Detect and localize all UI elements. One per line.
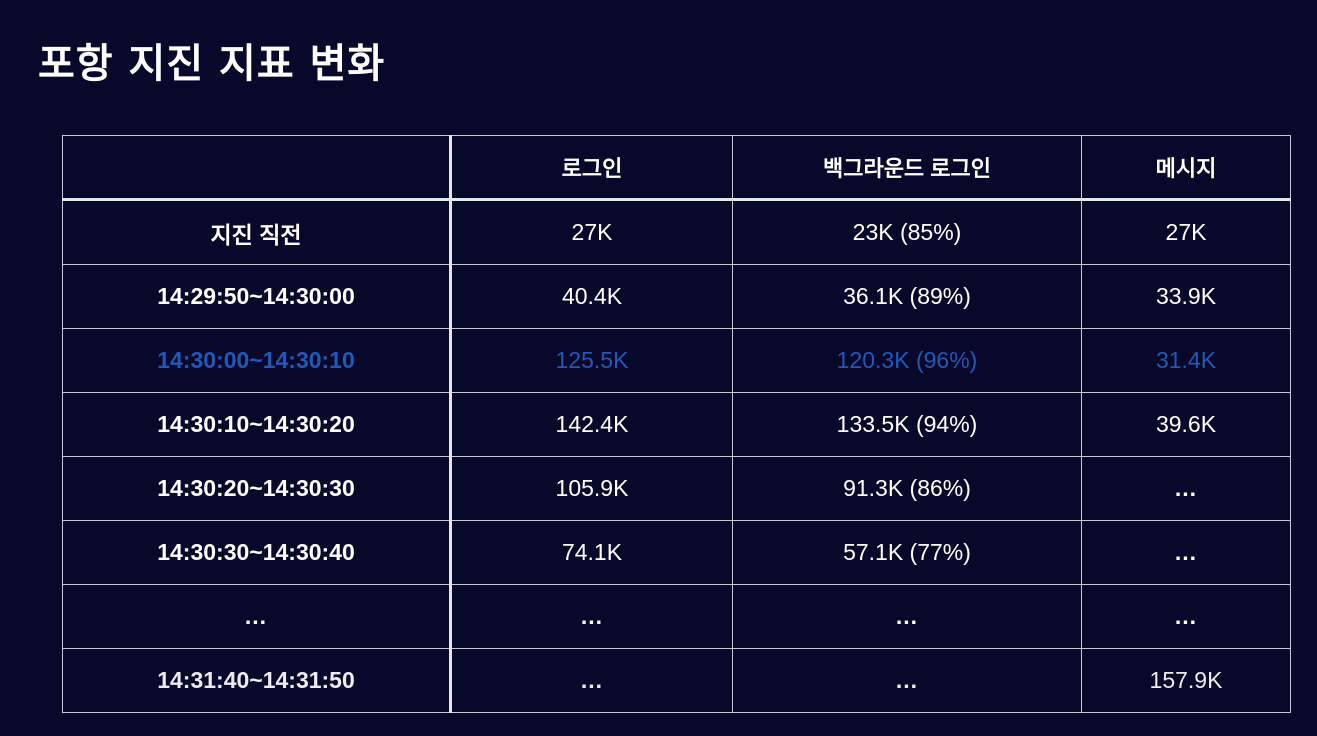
table-row: 14:30:30~14:30:40 74.1K 57.1K (77%)... (62, 520, 1291, 585)
login-cell: ... (450, 584, 733, 649)
time-cell: 14:30:20~14:30:30 (62, 456, 452, 521)
message-cell: 157.9K (1081, 648, 1291, 713)
table-body: 지진 직전 27K 23K (85%) 27K 14:29:50~14:30:00 40.… (62, 199, 1291, 713)
login-cell: 142.4K (450, 392, 733, 457)
header-row: 로그인 백그라운드 로그인 메시지 (62, 135, 1291, 201)
background-login-cell: 57.1K (77%) (732, 520, 1082, 585)
background-login-cell: 133.5K (94%) (732, 392, 1082, 457)
login-cell: 105.9K (450, 456, 733, 521)
background-login-cell: 91.3K (86%) (732, 456, 1082, 521)
background-login-cell: 23K (85%) (732, 199, 1082, 265)
message-cell: 33.9K (1081, 264, 1291, 329)
login-cell: 27K (450, 199, 733, 265)
message-cell: ... (1081, 456, 1291, 521)
page-title: 포항 지진 지표 변화 (38, 41, 386, 87)
table-row: 14:30:20~14:30:30 105.9K 91.3K (86%)... (62, 456, 1291, 521)
message-cell: ... (1081, 584, 1291, 649)
header-cell-background-login: 백그라운드 로그인 (732, 135, 1082, 201)
message-cell: 31.4K (1081, 328, 1291, 393)
table-row: 지진 직전 27K 23K (85%) 27K (62, 199, 1291, 265)
login-cell: 40.4K (450, 264, 733, 329)
table-row: 14:31:40~14:31:50...... 157.9K (62, 648, 1291, 713)
message-cell: 27K (1081, 199, 1291, 265)
table-row: 14:30:00~14:30:10 125.5K 120.3K (96%) 31.4K (62, 328, 1291, 393)
table-row: 14:29:50~14:30:00 40.4K 36.1K (89%) 33.9K (62, 264, 1291, 329)
header-cell-login: 로그인 (450, 135, 733, 201)
message-cell: 39.6K (1081, 392, 1291, 457)
background-login-cell: 120.3K (96%) (732, 328, 1082, 393)
time-cell: 지진 직전 (62, 199, 452, 265)
time-cell: ... (62, 584, 452, 649)
time-cell: 14:30:30~14:30:40 (62, 520, 452, 585)
background-login-cell: 36.1K (89%) (732, 264, 1082, 329)
table-row: ............ (62, 584, 1291, 649)
earthquake-metrics-table: 로그인 백그라운드 로그인 메시지 지진 직전 27K 23K (85%) 27K 14… (62, 135, 1291, 713)
time-cell: 14:31:40~14:31:50 (62, 648, 452, 713)
login-cell: 125.5K (450, 328, 733, 393)
message-cell: ... (1081, 520, 1291, 585)
table-row: 14:30:10~14:30:20 142.4K 133.5K (94%) 39.6K (62, 392, 1291, 457)
time-cell: 14:29:50~14:30:00 (62, 264, 452, 329)
header-cell-message: 메시지 (1081, 135, 1291, 201)
table-header: 로그인 백그라운드 로그인 메시지 (62, 135, 1291, 201)
time-cell: 14:30:00~14:30:10 (62, 328, 452, 393)
background-login-cell: ... (732, 584, 1082, 649)
background-login-cell: ... (732, 648, 1082, 713)
header-cell-empty (62, 135, 452, 201)
time-cell: 14:30:10~14:30:20 (62, 392, 452, 457)
login-cell: 74.1K (450, 520, 733, 585)
login-cell: ... (450, 648, 733, 713)
